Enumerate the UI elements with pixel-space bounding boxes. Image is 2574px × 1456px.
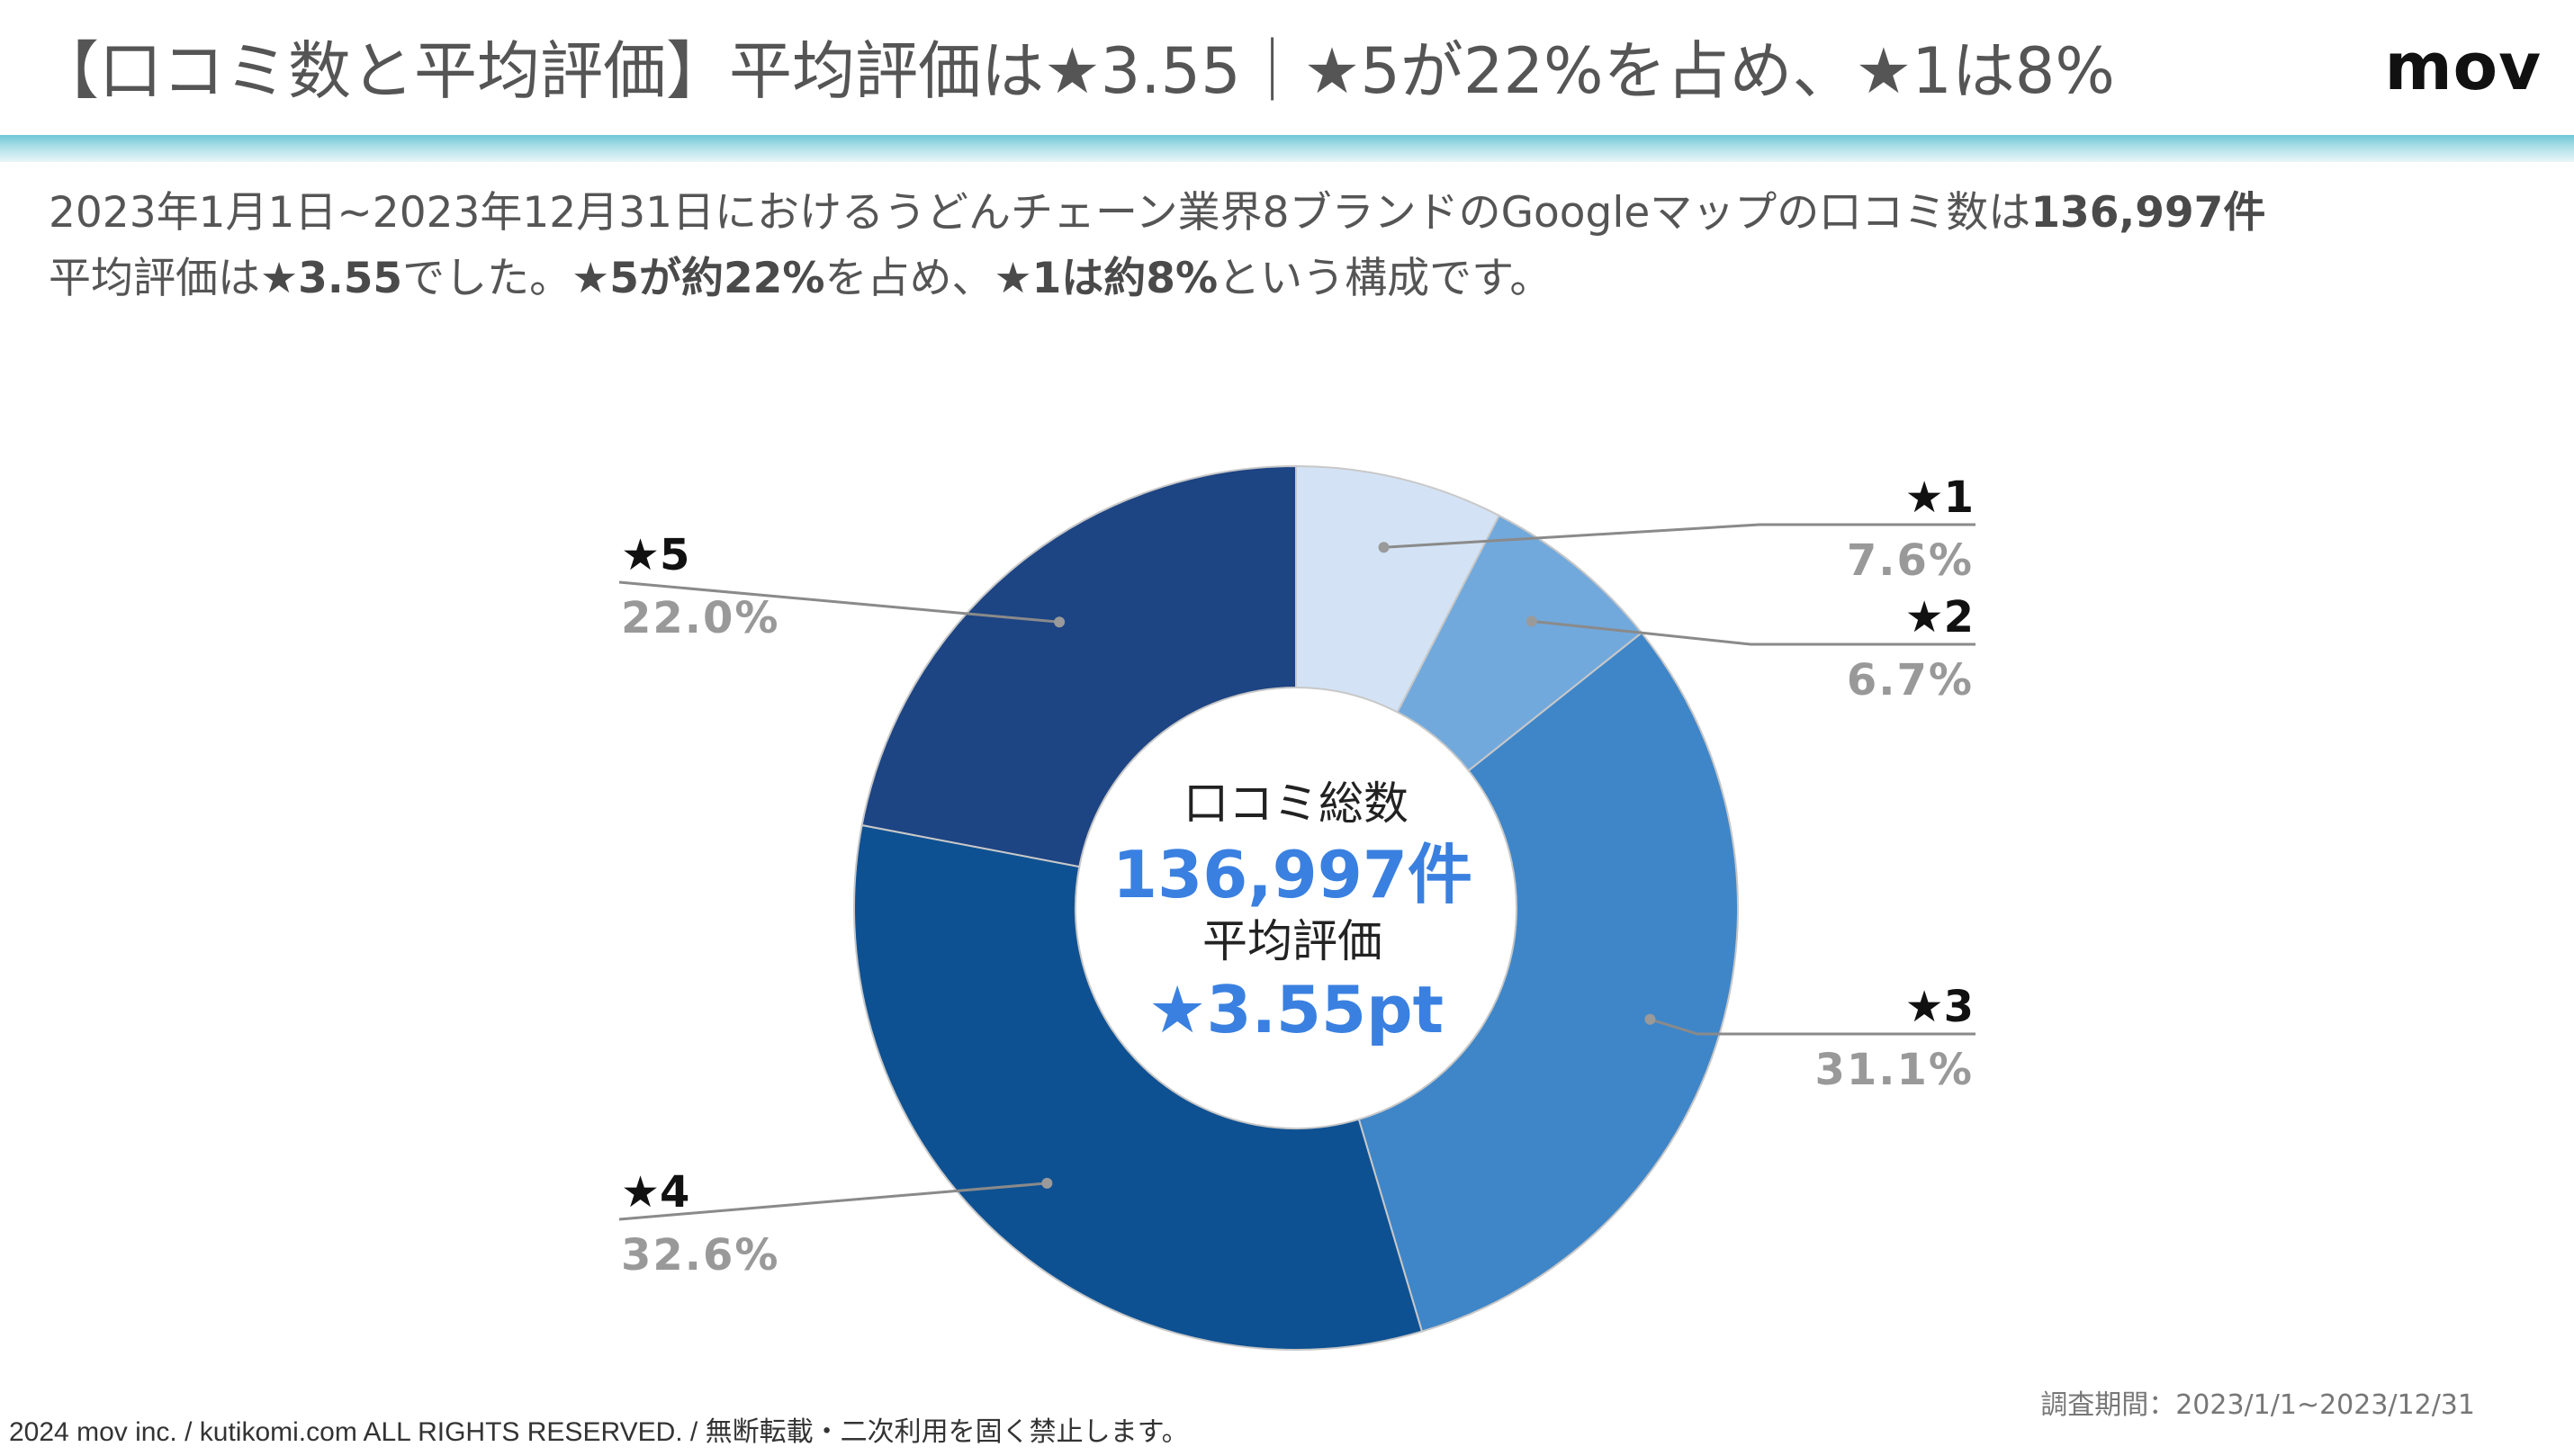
slice-category-label-1: ★1 (1905, 472, 1974, 523)
slice-value-label-3: 31.1% (1814, 1045, 1974, 1095)
survey-period: 調査期間：2023/1/1~2023/12/31 (2040, 1389, 2475, 1421)
slice-category-label-2: ★2 (1905, 592, 1974, 643)
slice-category-label-3: ★3 (1905, 982, 1974, 1032)
page-title: 【口コミ数と平均評価】平均評価は★3.55｜★5が22%を占め、★1は8% (36, 34, 2115, 108)
slice-category-label-4: ★4 (621, 1167, 689, 1218)
leader-dot-3 (1644, 1013, 1656, 1025)
chart-leader-lines (618, 523, 1976, 1221)
slice-value-label-1: 7.6% (1847, 535, 1974, 586)
copyright: 2024 mov inc. / kutikomi.com ALL RIGHTS … (9, 1417, 1189, 1447)
donut-slice-3 (1357, 631, 1739, 1333)
summary-text-b: 平均評価は (49, 254, 260, 303)
leader-line-5 (618, 580, 1060, 624)
summary-line-2: 平均評価は★3.55でした。★5が約22%を占め、★1は約8%という構成です。 (49, 246, 2551, 311)
summary-text-e: という構成です。 (1218, 254, 1552, 303)
leader-dot-5 (1054, 616, 1066, 628)
leader-dot-2 (1526, 616, 1537, 627)
summary-star5-share: ★5が約22% (572, 254, 825, 303)
header-gradient-bar (0, 135, 2574, 162)
chart-labels: ★1 7.6% ★2 6.7% ★3 31.1% ★4 32.6% ★5 22.0% (621, 472, 1974, 1281)
mov-logo: mov (2384, 29, 2542, 104)
leader-dot-4 (1041, 1177, 1053, 1189)
summary-text-a: 2023年1月1日~2023年12月31日におけるうどんチェーン業界8ブランドの… (49, 188, 2031, 238)
leader-line-2 (1531, 619, 1976, 646)
summary-text-c: でした。 (402, 254, 572, 303)
leader-dot-1 (1378, 542, 1390, 553)
slice-category-label-5: ★5 (621, 530, 689, 580)
summary-line-1: 2023年1月1日~2023年12月31日におけるうどんチェーン業界8ブランドの… (49, 180, 2551, 246)
summary-text-d: を占め、 (824, 254, 994, 303)
slice-value-label-2: 6.7% (1847, 655, 1974, 706)
chart-center: 口コミ総数 136,997件 平均評価 ★3.55pt (1112, 777, 1472, 1047)
center-value-average: ★3.55pt (1148, 972, 1444, 1047)
summary-text: 2023年1月1日~2023年12月31日におけるうどんチェーン業界8ブランドの… (49, 180, 2551, 311)
center-label-average: 平均評価 (1202, 915, 1382, 967)
header: 【口コミ数と平均評価】平均評価は★3.55｜★5が22%を占め、★1は8% mo… (0, 0, 2574, 135)
chart-slices (853, 464, 1739, 1351)
leader-line-3 (1649, 1018, 1976, 1036)
slice-value-label-5: 22.0% (621, 593, 780, 643)
leader-line-1 (1383, 523, 1976, 549)
summary-total-reviews: 136,997件 (2030, 188, 2266, 238)
center-value-total: 136,997件 (1112, 837, 1472, 912)
leader-line-4 (618, 1182, 1048, 1221)
summary-star1-share: ★1は約8% (994, 254, 1219, 303)
slice-value-label-4: 32.6% (621, 1230, 780, 1281)
summary-average-rating: ★3.55 (260, 254, 403, 303)
donut-slice-5 (860, 464, 1297, 868)
center-label-total: 口コミ総数 (1184, 777, 1408, 830)
donut-slice-4 (853, 823, 1424, 1351)
